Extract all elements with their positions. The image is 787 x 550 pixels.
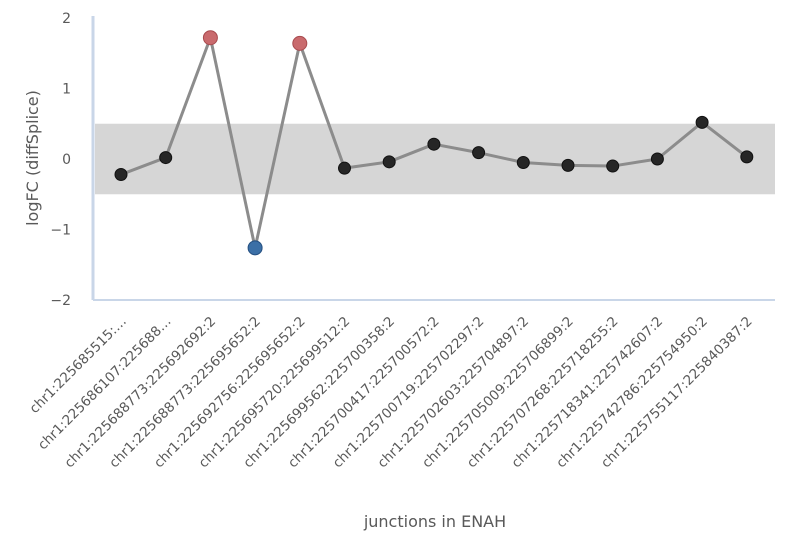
data-point — [650, 152, 664, 166]
data-point — [159, 151, 173, 165]
y-axis-ticks: 2 1 0 −1 −2 — [50, 11, 71, 309]
data-point — [427, 137, 441, 151]
y-tick-label: 2 — [62, 11, 71, 27]
data-point-down — [247, 240, 263, 256]
y-axis-title: logFC (diffSplice) — [23, 90, 42, 226]
y-tick-label: 1 — [62, 82, 71, 98]
y-tick-label: −2 — [50, 293, 71, 309]
data-point-up — [292, 35, 308, 51]
x-axis-tick-labels: chr1:225685515:…chr1:225686107:225688…ch… — [27, 314, 756, 472]
series-points — [114, 30, 754, 256]
data-point — [338, 161, 351, 175]
data-point — [114, 168, 128, 182]
y-tick-label: −1 — [50, 223, 71, 239]
data-point — [382, 155, 396, 169]
data-point-up — [202, 30, 218, 46]
data-point — [561, 158, 575, 172]
data-point — [740, 150, 754, 164]
y-tick-label: 0 — [62, 152, 71, 168]
data-point — [606, 159, 620, 173]
data-point — [472, 146, 486, 160]
x-axis-title: junctions in ENAH — [363, 512, 506, 531]
data-point — [516, 156, 530, 170]
threshold-band — [95, 123, 775, 195]
data-point — [695, 115, 709, 129]
